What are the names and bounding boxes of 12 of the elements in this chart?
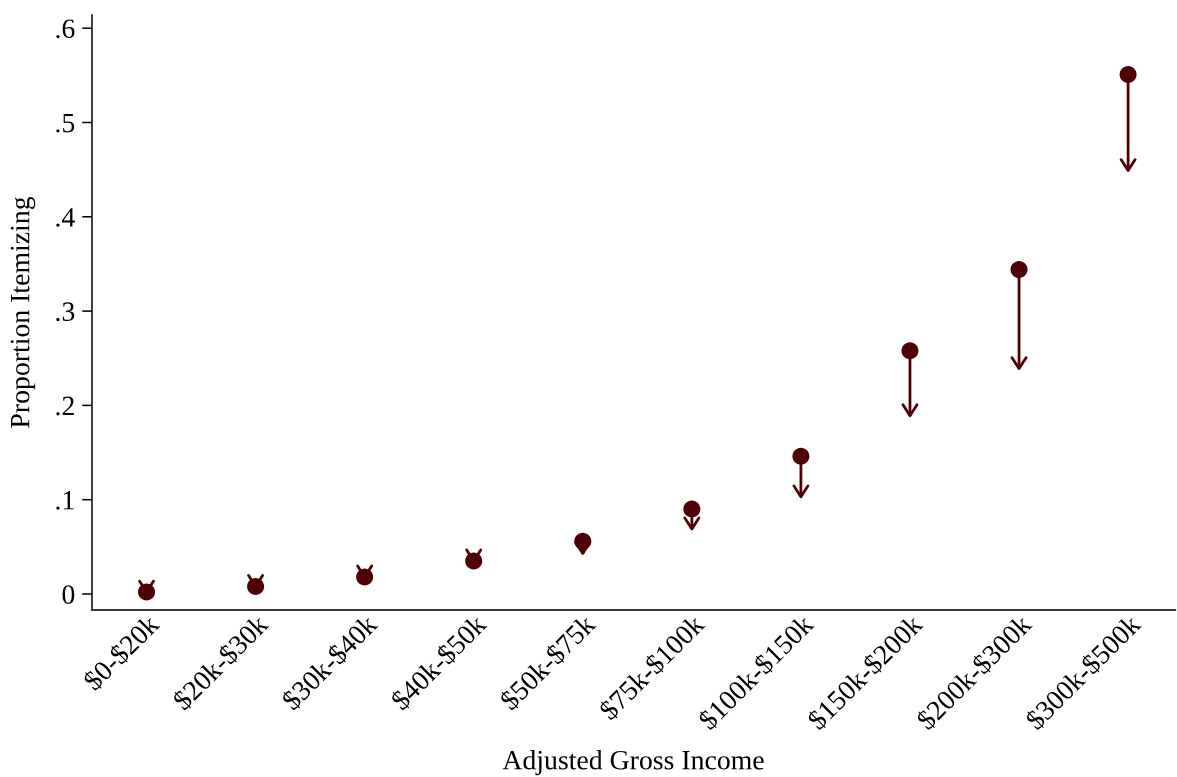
y-tick-label: .1 (56, 490, 74, 510)
y-tick-label: .5 (56, 113, 75, 133)
x-axis-title: Adjusted Gross Income (502, 750, 764, 776)
point (1010, 261, 1028, 279)
y-tick-label: .4 (56, 208, 75, 227)
y-tick-label: .6 (56, 19, 75, 39)
point (1119, 65, 1137, 83)
y-tick-label: .2 (56, 396, 74, 416)
y-axis-title: Proportion Itemizing (10, 196, 36, 428)
y-tick-label: 0 (62, 585, 75, 604)
point (901, 342, 919, 360)
y-tick-label: .3 (56, 302, 75, 322)
